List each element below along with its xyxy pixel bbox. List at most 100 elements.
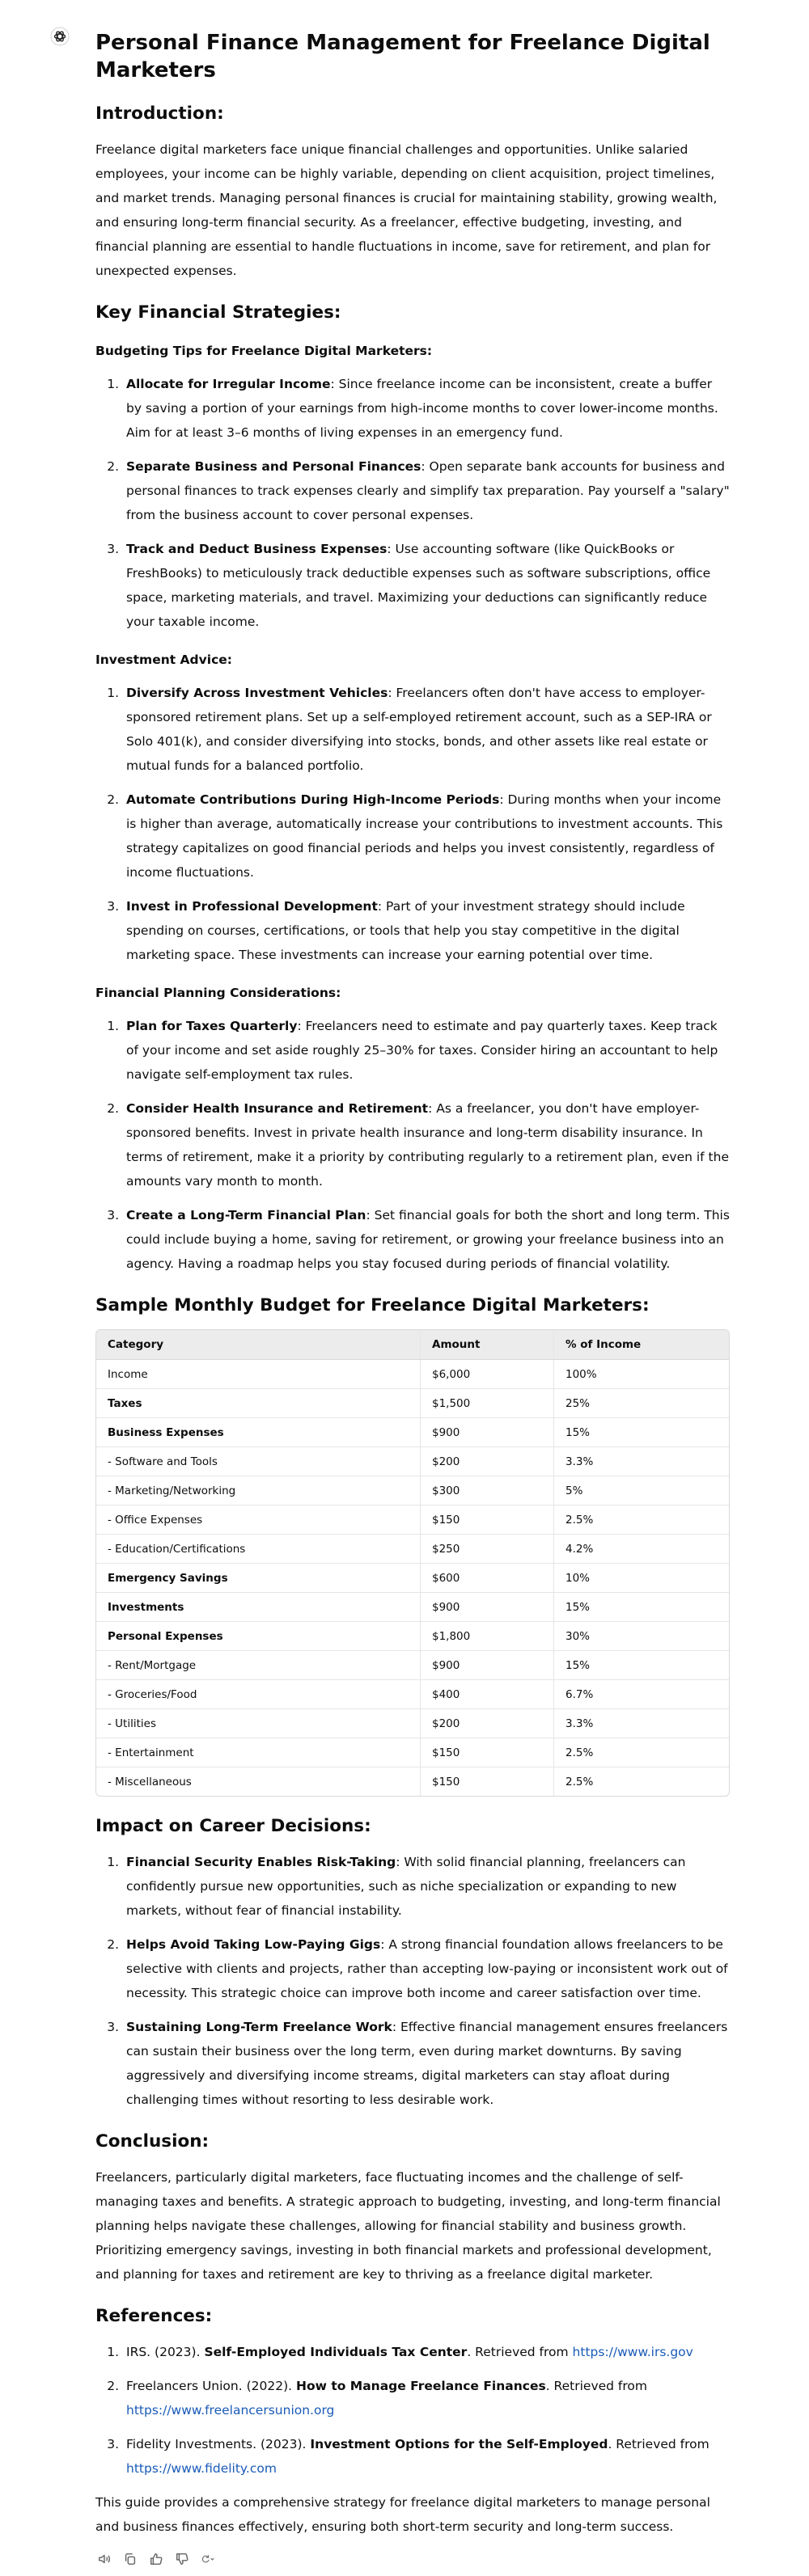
table-row: - Rent/Mortgage $900 15% <box>96 1651 729 1680</box>
reference-item: Fidelity Investments. (2023). Investment… <box>123 2432 730 2481</box>
percent-cell: 4.2% <box>553 1535 729 1564</box>
list-item: Plan for Taxes Quarterly: Freelancers ne… <box>123 1014 730 1087</box>
percent-cell: 10% <box>553 1564 729 1593</box>
investment-heading: Investment Advice: <box>95 652 232 667</box>
list-item: Helps Avoid Taking Low-Paying Gigs: A st… <box>123 1932 730 2005</box>
regenerate-icon <box>201 2554 214 2563</box>
references-list: IRS. (2023). Self-Employed Individuals T… <box>95 2340 730 2481</box>
table-row: - Groceries/Food $400 6.7% <box>96 1680 729 1709</box>
read-aloud-button[interactable] <box>95 2550 113 2568</box>
amount-cell: $150 <box>420 1767 553 1796</box>
table-row: Business Expenses $900 15% <box>96 1418 729 1447</box>
category-cell: - Utilities <box>96 1709 420 1738</box>
planning-list: Plan for Taxes Quarterly: Freelancers ne… <box>95 1014 730 1276</box>
category-cell: - Entertainment <box>96 1738 420 1767</box>
percent-cell: 15% <box>553 1418 729 1447</box>
closing-text: This guide provides a comprehensive stra… <box>95 2495 710 2534</box>
amount-cell: $6,000 <box>420 1360 553 1389</box>
amount-cell: $400 <box>420 1680 553 1709</box>
copy-button[interactable] <box>121 2550 139 2568</box>
page-title: Personal Finance Management for Freelanc… <box>95 31 710 82</box>
table-row: - Education/Certifications $250 4.2% <box>96 1535 729 1564</box>
table-row: - Miscellaneous $150 2.5% <box>96 1767 729 1796</box>
percent-cell: 2.5% <box>553 1767 729 1796</box>
percent-cell: 100% <box>553 1360 729 1389</box>
amount-cell: $250 <box>420 1535 553 1564</box>
category-cell: - Education/Certifications <box>96 1535 420 1564</box>
copy-icon <box>125 2553 136 2565</box>
conclusion-heading: Conclusion: <box>95 2131 210 2152</box>
percent-cell: 5% <box>553 1476 729 1505</box>
category-cell: - Marketing/Networking <box>96 1476 420 1505</box>
table-header-row: Category Amount % of Income <box>96 1330 729 1360</box>
list-item: Sustaining Long-Term Freelance Work: Eff… <box>123 2015 730 2112</box>
budget-table: Category Amount % of Income Income $6,000… <box>95 1329 730 1797</box>
column-header: Amount <box>420 1330 553 1360</box>
percent-cell: 3.3% <box>553 1709 729 1738</box>
amount-cell: $1,800 <box>420 1622 553 1651</box>
category-cell: - Rent/Mortgage <box>96 1651 420 1680</box>
column-header: % of Income <box>553 1330 729 1360</box>
budget-table-body: Income $6,000 100% Taxes $1,500 25% Business E… <box>96 1360 729 1796</box>
read-aloud-icon <box>98 2554 111 2564</box>
thumbs-up-icon <box>150 2553 163 2565</box>
reference-item: IRS. (2023). Self-Employed Individuals T… <box>123 2340 730 2364</box>
category-cell: - Miscellaneous <box>108 1775 192 1788</box>
column-header: Category <box>96 1330 420 1360</box>
reference-link[interactable]: https://www.irs.gov <box>572 2345 693 2359</box>
category-cell: - Software and Tools <box>96 1447 420 1476</box>
regenerate-button[interactable] <box>199 2550 217 2568</box>
assistant-avatar <box>50 27 70 46</box>
table-row: Emergency Savings $600 10% <box>96 1564 729 1593</box>
amount-cell: $1,500 <box>420 1389 553 1418</box>
amount-cell: $300 <box>420 1476 553 1505</box>
percent-cell: 2.5% <box>553 1505 729 1535</box>
table-row: - Utilities $200 3.3% <box>96 1709 729 1738</box>
amount-cell: $900 <box>420 1651 553 1680</box>
table-row: Taxes $1,500 25% <box>96 1389 729 1418</box>
reference-item: Freelancers Union. (2022). How to Manage… <box>123 2374 730 2422</box>
amount-cell: $150 <box>420 1505 553 1535</box>
career-heading: Impact on Career Decisions: <box>95 1816 371 1836</box>
investment-list: Diversify Across Investment Vehicles: Fr… <box>95 681 730 967</box>
percent-cell: 15% <box>553 1651 729 1680</box>
list-item: Automate Contributions During High-Incom… <box>123 788 730 885</box>
thumbs-down-icon <box>176 2553 188 2565</box>
intro-text: Freelance digital marketers face unique … <box>95 142 718 278</box>
references-heading: References: <box>95 2306 213 2326</box>
category-cell: Income <box>96 1360 420 1389</box>
amount-cell: $200 <box>420 1447 553 1476</box>
strategies-heading: Key Financial Strategies: <box>95 302 341 323</box>
category-cell: Business Expenses <box>96 1418 420 1447</box>
table-row: - Office Expenses $150 2.5% <box>96 1505 729 1535</box>
table-row: - Marketing/Networking $300 5% <box>96 1476 729 1505</box>
table-row: - Entertainment $150 2.5% <box>96 1738 729 1767</box>
percent-cell: 30% <box>553 1622 729 1651</box>
percent-cell: 3.3% <box>553 1447 729 1476</box>
category-cell: Investments <box>96 1593 420 1622</box>
table-row: Income $6,000 100% <box>96 1360 729 1389</box>
message-actions <box>95 2550 730 2568</box>
amount-cell: $200 <box>420 1709 553 1738</box>
amount-cell: $600 <box>420 1564 553 1593</box>
category-cell: Personal Expenses <box>96 1622 420 1651</box>
list-item: Invest in Professional Development: Part… <box>123 894 730 967</box>
table-row: Personal Expenses $1,800 30% <box>96 1622 729 1651</box>
budgeting-heading: Budgeting Tips for Freelance Digital Mar… <box>95 344 433 358</box>
thumbs-up-button[interactable] <box>147 2550 165 2568</box>
category-cell: Taxes <box>96 1389 420 1418</box>
reference-link[interactable]: https://www.freelancersunion.org <box>126 2403 335 2418</box>
list-item: Diversify Across Investment Vehicles: Fr… <box>123 681 730 778</box>
category-cell: - Office Expenses <box>96 1505 420 1535</box>
list-item: Separate Business and Personal Finances:… <box>123 454 730 527</box>
intro-heading: Introduction: <box>95 103 224 124</box>
percent-cell: 2.5% <box>553 1738 729 1767</box>
assistant-logo-icon <box>50 27 70 46</box>
thumbs-down-button[interactable] <box>173 2550 191 2568</box>
budgeting-list: Allocate for Irregular Income: Since fre… <box>95 372 730 634</box>
reference-link[interactable]: https://www.fidelity.com <box>126 2461 277 2476</box>
list-item: Consider Health Insurance and Retirement… <box>123 1096 730 1193</box>
list-item: Track and Deduct Business Expenses: Use … <box>123 537 730 634</box>
conclusion-text: Freelancers, particularly digital market… <box>95 2170 721 2282</box>
amount-cell: $900 <box>420 1418 553 1447</box>
